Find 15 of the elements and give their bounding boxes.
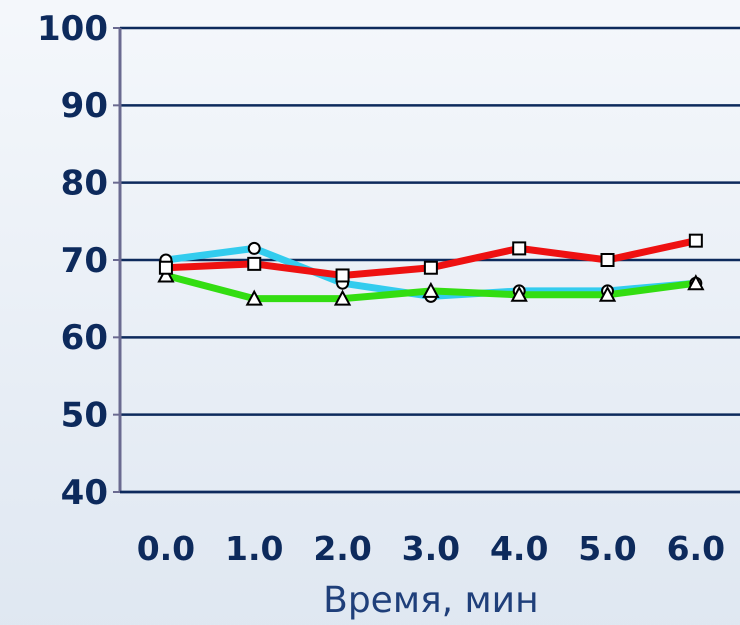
x-tick-label: 0.0 (136, 529, 196, 568)
y-tick-label: 80 (60, 164, 108, 204)
x-tick-label: 4.0 (490, 529, 548, 568)
y-tick-label: 70 (60, 240, 108, 281)
x-tick-label: 6.0 (666, 529, 726, 568)
y-tick-label: 60 (60, 318, 108, 358)
y-tick-label: 100 (37, 8, 108, 49)
x-tick-label: 1.0 (225, 529, 284, 568)
x-tick-label: 5.0 (578, 529, 637, 568)
x-tick-label: 2.0 (313, 529, 372, 568)
y-tick-label: 50 (60, 396, 108, 436)
x-tick-label: 3.0 (402, 529, 460, 568)
x-axis-title: Время, мин (323, 580, 539, 621)
y-tick-label: 90 (60, 86, 108, 126)
y-tick-label: 40 (60, 472, 108, 513)
